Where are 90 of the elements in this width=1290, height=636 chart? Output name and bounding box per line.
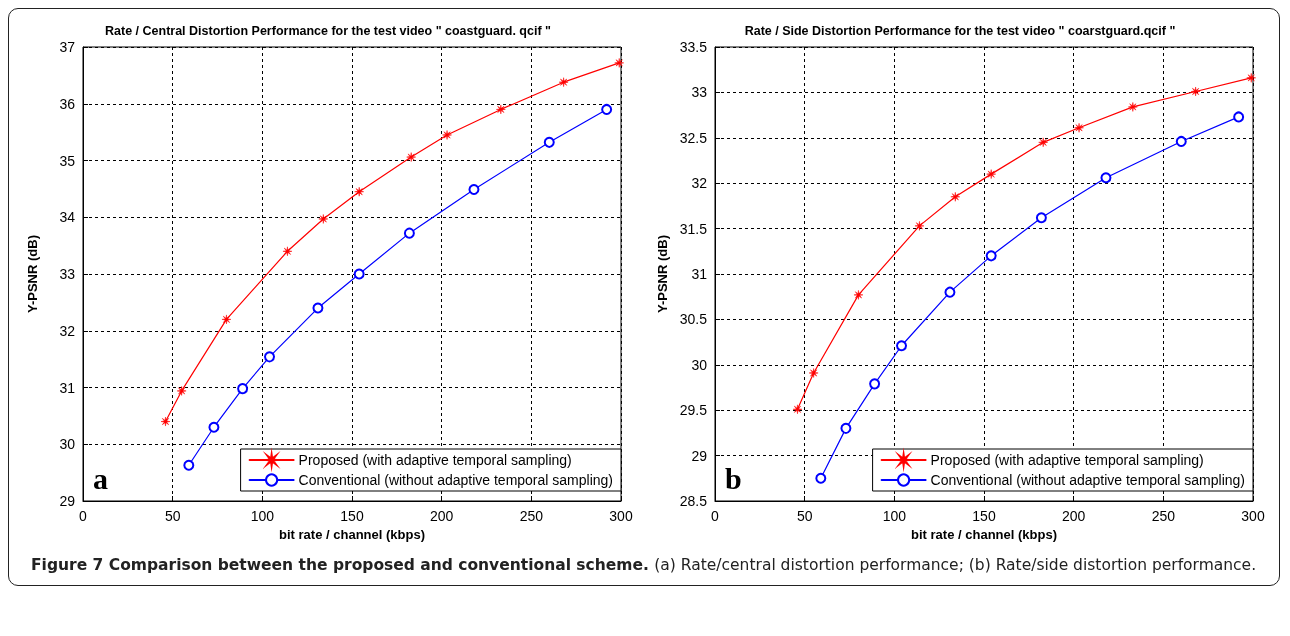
x-tick-label: 250 — [519, 508, 544, 524]
point — [282, 246, 293, 257]
point — [406, 152, 416, 162]
x-tick-label: 0 — [711, 508, 720, 524]
point — [853, 290, 864, 300]
point — [1233, 111, 1245, 123]
y-tick-label: 32.5 — [679, 129, 708, 146]
legend-label: Proposed (with adaptive temporal sampling) — [930, 452, 1204, 468]
point — [944, 286, 956, 298]
point — [914, 221, 925, 231]
point — [815, 472, 827, 484]
point — [950, 192, 961, 202]
point — [869, 378, 881, 390]
y-tick-label: 32 — [59, 322, 76, 339]
point — [985, 250, 997, 262]
point — [986, 169, 996, 179]
point — [442, 130, 452, 140]
x-tick-label: 300 — [1241, 508, 1265, 524]
point — [176, 386, 187, 396]
y-tick-label: 32 — [691, 175, 708, 192]
y-tick-label: 34 — [59, 209, 76, 226]
x-tick-label: 50 — [164, 508, 181, 524]
point — [237, 383, 249, 395]
point — [1074, 123, 1084, 133]
x-tick-label: 200 — [1061, 508, 1086, 524]
point — [318, 214, 329, 224]
point — [1100, 172, 1112, 184]
point — [1190, 86, 1201, 97]
y-tick-label: 30.5 — [679, 311, 708, 328]
point — [792, 404, 803, 415]
y-tick-label: 33 — [691, 84, 708, 101]
point — [1246, 73, 1256, 83]
y-tick-label: 36 — [59, 95, 76, 112]
point — [1038, 137, 1048, 148]
y-tick-label: 33 — [59, 266, 76, 282]
point — [183, 459, 195, 471]
y-tick-label: 30 — [59, 436, 76, 453]
x-tick-label: 150 — [340, 508, 364, 524]
x-axis-title: bit rate / channel (kbps) — [279, 526, 425, 542]
chart-title: Rate / Central Distortion Performance for the test video " coastguard. qcif " — [105, 23, 552, 38]
point — [601, 103, 613, 115]
point — [354, 186, 364, 197]
x-tick-label: 150 — [972, 508, 996, 524]
legend-label: Proposed (with adaptive temporal sampling) — [298, 452, 572, 468]
point — [896, 340, 908, 352]
y-tick-label: 31 — [59, 379, 76, 396]
y-tick-label: 31 — [691, 266, 708, 282]
legend-label: Conventional (without adaptive temporal sampling) — [930, 472, 1246, 488]
y-tick-label: 33.5 — [679, 39, 708, 55]
point — [840, 422, 852, 434]
point — [208, 421, 220, 433]
x-tick-label: 100 — [250, 508, 275, 524]
point — [558, 77, 569, 87]
x-tick-label: 250 — [1151, 508, 1176, 524]
annotation: b — [725, 461, 742, 495]
point — [403, 227, 415, 239]
point — [1035, 212, 1047, 224]
point — [160, 416, 171, 427]
caption: Figure 7 Comparison between the proposed and conventional scheme. — [31, 556, 650, 574]
point — [614, 58, 624, 68]
y-axis-title: Y-PSNR (dB) — [654, 235, 670, 313]
x-axis-title: bit rate / channel (kbps) — [911, 526, 1057, 542]
y-tick-label: 29.5 — [679, 402, 708, 419]
point — [1175, 135, 1187, 147]
y-tick-label: 37 — [59, 39, 76, 55]
y-axis-title: Y-PSNR (dB) — [25, 235, 40, 313]
point — [496, 104, 506, 115]
y-tick-label: 31.5 — [679, 220, 708, 237]
y-tick-label: 29 — [691, 447, 708, 464]
point — [353, 268, 365, 280]
x-tick-label: 50 — [796, 508, 813, 524]
point — [468, 183, 480, 195]
y-tick-label: 35 — [59, 152, 76, 169]
y-tick-label: 29 — [59, 493, 76, 509]
y-tick-label: 28.5 — [679, 493, 708, 509]
annotation: a — [93, 461, 108, 495]
x-tick-label: 300 — [609, 508, 633, 524]
chart-title: Rate / Side Distortion Performance for the test video " coarstguard.qcif " — [744, 23, 1176, 38]
x-tick-label: 200 — [429, 508, 454, 524]
y-tick-label: 30 — [691, 356, 708, 373]
point — [1128, 102, 1138, 112]
text: (a) Rate/central distortion performance; (b) Rate/side distortion performance. — [654, 556, 1257, 574]
point — [221, 314, 232, 325]
x-tick-label: 0 — [79, 508, 88, 524]
point — [808, 368, 819, 378]
legend-label: Conventional (without adaptive temporal sampling) — [298, 472, 614, 488]
x-tick-label: 100 — [882, 508, 907, 524]
point — [264, 351, 276, 363]
point — [543, 136, 555, 148]
point — [312, 302, 324, 314]
